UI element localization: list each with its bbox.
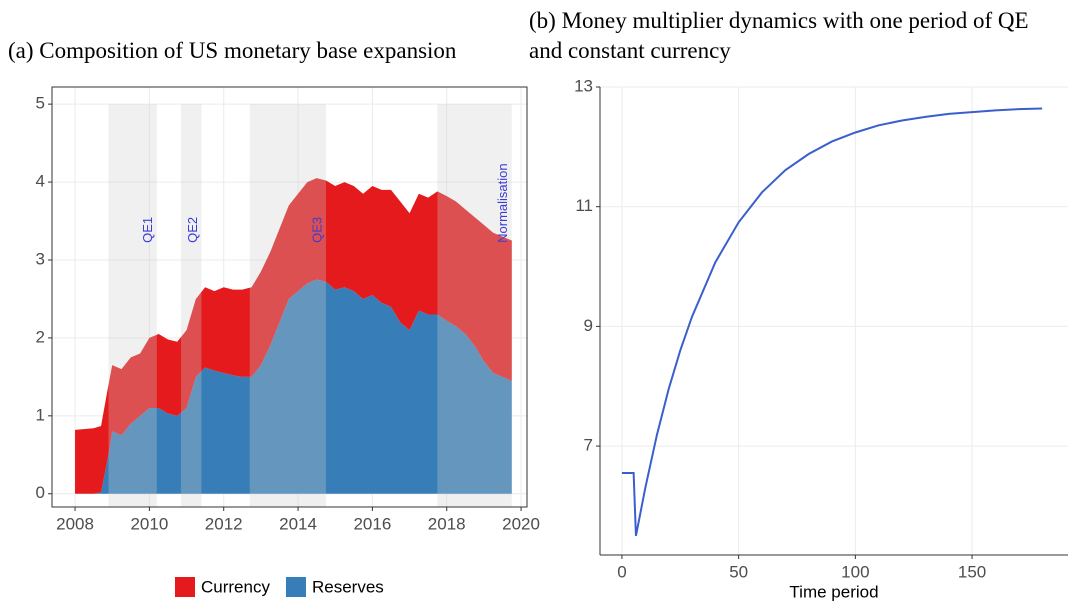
period-shade: [108, 104, 157, 508]
chart-title: (b) Money multiplier dynamics with one p…: [529, 8, 1029, 63]
legend-label: Reserves: [312, 577, 384, 596]
x-tick-label: 150: [958, 562, 986, 581]
period-label: QE1: [140, 217, 155, 243]
line: [621, 107, 1043, 537]
y-tick-label: 13: [574, 76, 593, 95]
x-tick-label: 2016: [353, 514, 391, 533]
y-tick-label: 11: [575, 196, 593, 215]
period-shade: [437, 104, 512, 508]
panel-border: [51, 86, 528, 508]
y-tick-label: 1: [36, 405, 45, 424]
x-tick-label: 2020: [502, 514, 540, 533]
legend-label: Currency: [201, 577, 270, 596]
legend-swatch: [285, 577, 306, 597]
y-tick-label: 9: [584, 316, 593, 335]
x-tick-label: 2014: [279, 514, 317, 533]
x-tick-label: 2018: [428, 514, 466, 533]
x-axis-label: Time period: [789, 582, 878, 601]
period-shade: [249, 104, 326, 508]
period-label: QE2: [185, 217, 200, 243]
period-label: Normalisation: [495, 163, 510, 242]
area: [75, 279, 512, 494]
y-tick-label: 5: [36, 94, 45, 113]
y-tick-label: 4: [36, 172, 45, 191]
area: [75, 178, 512, 494]
x-tick-label: 50: [729, 562, 748, 581]
y-tick-label: 7: [584, 436, 593, 455]
period-label: QE3: [309, 217, 324, 243]
x-tick-label: 2012: [205, 514, 243, 533]
legend-swatch: [175, 577, 195, 597]
x-tick-label: 100: [841, 562, 869, 581]
y-tick-label: 3: [36, 249, 45, 268]
x-tick-label: 2010: [130, 514, 168, 533]
period-shade: [180, 104, 202, 508]
y-tick-label: 2: [36, 327, 45, 346]
chart-title: (a) Composition of US monetary base expa…: [8, 38, 457, 63]
x-tick-label: 0: [617, 562, 626, 581]
y-tick-label: 0: [36, 483, 45, 502]
x-tick-label: 2008: [56, 514, 94, 533]
